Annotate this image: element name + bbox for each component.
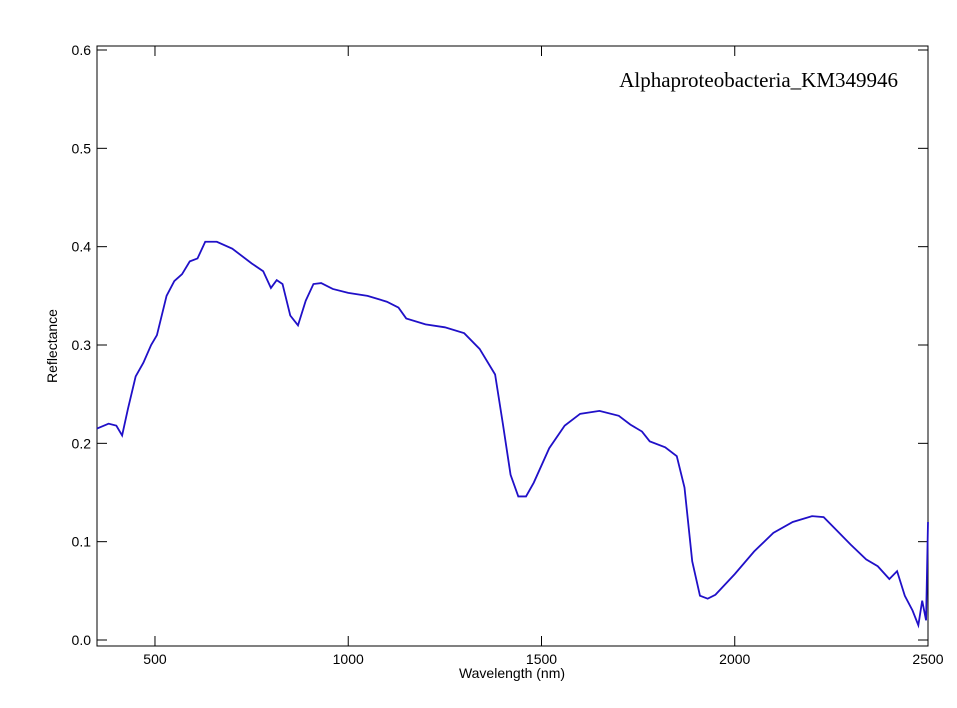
y-tick-label: 0.3 <box>72 337 92 353</box>
plot-frame <box>96 45 929 647</box>
x-tick-label: 2500 <box>912 651 943 667</box>
data-line <box>96 240 929 629</box>
x-tick-label: 2000 <box>719 651 750 667</box>
x-tick-label: 500 <box>143 651 167 667</box>
x-tick-label: 1500 <box>526 651 557 667</box>
y-tick-label: 0.2 <box>72 435 92 451</box>
x-axis-label: Wavelength (nm) <box>459 665 565 681</box>
y-tick-label: 0.0 <box>72 632 92 648</box>
x-tick-label: 1000 <box>333 651 364 667</box>
y-tick-label: 0.5 <box>72 140 92 156</box>
y-tick-label: 0.4 <box>72 239 92 255</box>
y-tick-label: 0.6 <box>72 42 92 58</box>
annotation: Alphaproteobacteria_KM349946 <box>619 68 898 92</box>
y-axis-label: Reflectance <box>44 309 60 383</box>
y-tick-label: 0.1 <box>72 534 92 550</box>
